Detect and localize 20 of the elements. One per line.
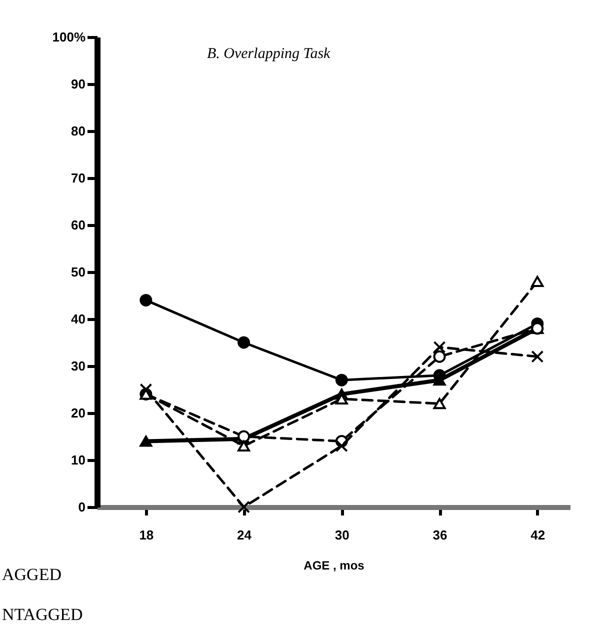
text: NTAGGED — [2, 605, 83, 625]
y-tick-label: 50 — [71, 264, 86, 280]
y-tick-label: 60 — [71, 218, 86, 232]
y-tick-label: 10 — [71, 452, 86, 468]
y-tick-label: 30 — [71, 358, 86, 374]
text: AGGED — [2, 565, 62, 585]
y-tick-label: 90 — [71, 76, 86, 92]
x-tick-label: 36 — [432, 528, 448, 542]
y-tick-label: 0 — [78, 500, 86, 514]
y-tick-label: 70 — [71, 170, 86, 186]
x-tick-label: 18 — [139, 528, 154, 542]
y-tick-label: 80 — [71, 124, 86, 138]
y-tick-label: 40 — [71, 312, 86, 326]
y-tick-label: 20 — [71, 406, 86, 420]
x-axis-title: AGE , mos — [304, 558, 365, 572]
x-tick-label: 24 — [237, 528, 252, 542]
x-tick-label: 30 — [334, 528, 350, 542]
y-tick-label: 100% — [52, 30, 86, 44]
text: B. Overlapping Task — [207, 46, 331, 62]
x-tick-label: 42 — [530, 528, 546, 542]
